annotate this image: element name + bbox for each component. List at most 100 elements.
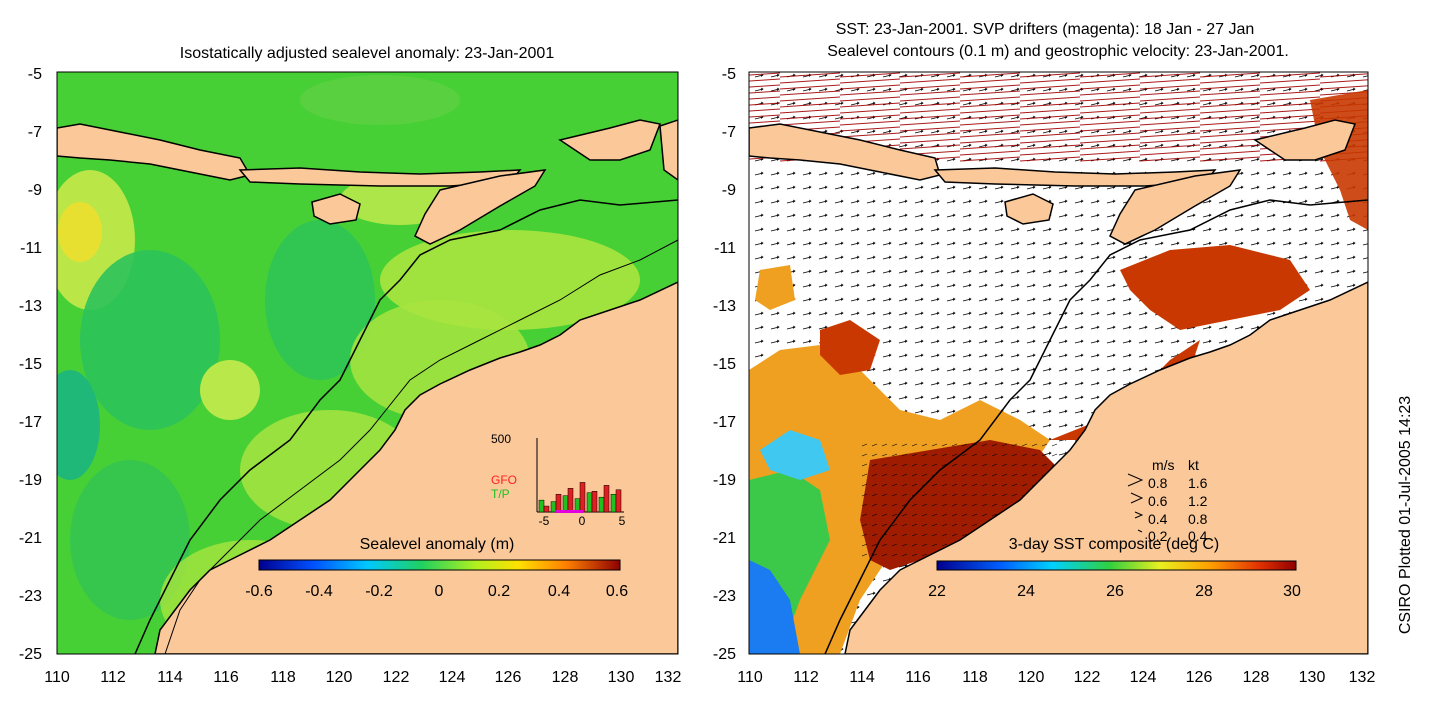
lat-tick: -7 <box>722 124 736 141</box>
sla-tick: 0.2 <box>488 583 510 600</box>
lat-tick: -5 <box>28 66 42 83</box>
left-title: Isostatically adjusted sealevel anomaly:… <box>180 45 555 62</box>
lon-tick: 126 <box>495 669 522 686</box>
sst-tick: 28 <box>1195 583 1213 600</box>
lat-tick: -21 <box>19 530 42 547</box>
lat-tick: -17 <box>19 414 42 431</box>
inset-bar-gfo <box>579 482 586 513</box>
left-panel: Isostatically adjusted sealevel anomaly:… <box>19 45 682 686</box>
legend-kt: 1.2 <box>1188 493 1208 509</box>
right-colorbar-label: 3-day SST composite (deg C) <box>1009 536 1219 553</box>
inset-bar-tp <box>586 492 593 513</box>
lat-tick: -23 <box>713 588 736 605</box>
lat-tick: -15 <box>19 356 42 373</box>
legend-arrow-icon <box>1127 473 1144 487</box>
lon-tick: 122 <box>383 669 410 686</box>
right-map <box>749 72 1368 654</box>
inset-histogram: 500 GFO T/P -5 0 5 <box>491 432 626 528</box>
left-map <box>57 72 678 654</box>
lon-tick: 116 <box>905 669 931 686</box>
legend-ms: 0.2 <box>1148 528 1168 544</box>
wetar-islands <box>558 119 662 161</box>
lon-tick: 112 <box>793 669 819 686</box>
right-title-line2: Sealevel contours (0.1 m) and geostrophi… <box>827 43 1289 60</box>
inset-drifter-marker <box>555 510 583 513</box>
lat-tick: -21 <box>713 530 736 547</box>
legend-arrow-icon <box>1134 511 1144 519</box>
anomaly-high-center <box>200 360 260 420</box>
sst-tick: 22 <box>928 583 946 600</box>
java-island-right <box>749 123 941 181</box>
sla-tick: -0.2 <box>365 583 393 600</box>
lon-tick: 112 <box>100 669 126 686</box>
inset-bar-tp <box>538 499 545 513</box>
inset-xtick-neg5: -5 <box>539 514 550 528</box>
sumba-island <box>311 193 361 225</box>
inner-contour-line <box>164 239 678 654</box>
anomaly-north-strip <box>300 75 460 125</box>
legend-kt: 0.4 <box>1188 528 1208 544</box>
right-colorbar: 3-day SST composite (deg C) 22 24 26 28 … <box>928 536 1301 600</box>
lat-tick: -13 <box>19 298 42 315</box>
inset-bars <box>538 482 622 513</box>
lon-tick: 116 <box>213 669 239 686</box>
right-lon-axis: 110 112 114 116 118 120 122 124 126 128 … <box>737 669 1375 686</box>
anomaly-peak-west <box>58 202 102 262</box>
velocity-legend: m/s kt 0.8 1.6 0.6 1.2 0.4 0.8 0.2 0.4 <box>1127 457 1208 544</box>
left-colorbar-ramp <box>258 559 621 571</box>
inset-xtick-5: 5 <box>619 514 626 528</box>
legend-ms: 0.8 <box>1148 475 1168 491</box>
inset-bar-gfo <box>555 493 562 513</box>
lon-tick: 120 <box>326 669 353 686</box>
inset-ymax-label: 500 <box>491 432 511 446</box>
lat-tick: -25 <box>713 646 736 663</box>
lon-tick: 114 <box>849 669 875 686</box>
anomaly-low-1 <box>80 250 220 430</box>
inset-bar-tp <box>598 496 605 513</box>
right-panel: SST: 23-Jan-2001. SVP drifters (magenta)… <box>713 21 1376 686</box>
lat-tick: -9 <box>28 182 42 199</box>
sst-tick: 24 <box>1017 583 1035 600</box>
sst-hot-offshore <box>820 320 880 375</box>
sst-tick: 26 <box>1106 583 1124 600</box>
legend-ms: 0.4 <box>1148 511 1168 527</box>
right-frame <box>748 71 1369 655</box>
lat-tick: -15 <box>713 356 736 373</box>
right-colorbar-ramp <box>936 560 1297 571</box>
inset-bar-gfo <box>591 491 598 513</box>
legend-ms: 0.6 <box>1148 493 1168 509</box>
lon-tick: 132 <box>655 669 682 686</box>
lat-tick: -17 <box>713 414 736 431</box>
right-title-line1: SST: 23-Jan-2001. SVP drifters (magenta)… <box>836 21 1255 38</box>
left-colorbar-label: Sealevel anomaly (m) <box>360 536 515 553</box>
lon-tick: 114 <box>157 669 183 686</box>
lon-tick: 118 <box>962 669 988 686</box>
java-island <box>57 123 252 181</box>
legend-header-kt: kt <box>1188 457 1199 473</box>
lon-tick: 118 <box>270 669 296 686</box>
wetar-right <box>1253 119 1357 161</box>
legend-header-ms: m/s <box>1152 457 1175 473</box>
inset-bar-tp <box>562 495 569 513</box>
lat-tick: -11 <box>714 240 736 257</box>
left-colorbar: Sealevel anomaly (m) -0.6 -0.4 -0.2 0 0.… <box>245 536 628 600</box>
right-lat-axis: -5 -7 -9 -11 -13 -15 -17 -19 -21 -23 -25 <box>713 66 736 663</box>
sla-tick: 0 <box>435 583 444 600</box>
inset-bar-tp <box>610 493 617 513</box>
sst-cool-patch <box>760 430 830 480</box>
legend-kt: 1.6 <box>1188 475 1208 491</box>
inset-bar-gfo <box>603 485 610 513</box>
lon-tick: 128 <box>552 669 579 686</box>
lat-tick: -9 <box>722 182 736 199</box>
lat-tick: -11 <box>20 240 42 257</box>
inset-bar-gfo <box>567 488 574 513</box>
sst-hot-gulf <box>1120 245 1310 330</box>
sst-tick: 30 <box>1283 583 1301 600</box>
lon-tick: 120 <box>1018 669 1045 686</box>
anomaly-low-3 <box>265 220 375 380</box>
lon-tick: 128 <box>1243 669 1270 686</box>
sla-tick: -0.6 <box>245 583 273 600</box>
lon-tick: 130 <box>1299 669 1326 686</box>
inset-bar-gfo <box>543 505 550 513</box>
lat-tick: -5 <box>722 66 736 83</box>
